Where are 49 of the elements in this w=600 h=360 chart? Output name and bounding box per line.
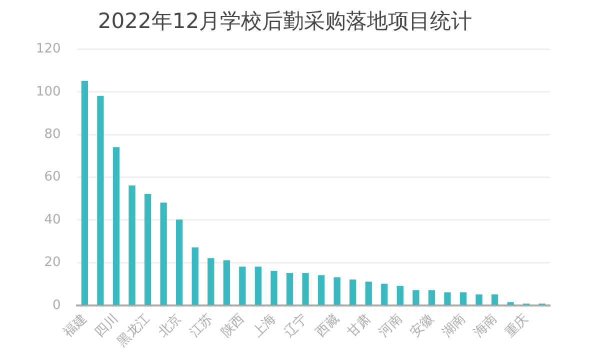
x-tick-label: 北京 — [156, 312, 185, 341]
bar — [286, 273, 294, 305]
bar — [128, 186, 136, 305]
bar — [160, 202, 167, 305]
y-tick-label: 40 — [44, 212, 61, 228]
bar — [192, 247, 198, 305]
bar — [396, 286, 404, 305]
bar — [428, 290, 436, 305]
bar — [365, 282, 372, 305]
x-tick-label: 重庆 — [502, 312, 532, 341]
chart-title: 2022年12月学校后勤采购落地项目统计 — [98, 9, 472, 34]
x-tick-label: 福建 — [60, 312, 90, 341]
x-tick-label: 河南 — [376, 312, 406, 341]
x-tick-label: 甘肃 — [344, 312, 374, 341]
x-tick-label: 湖南 — [439, 312, 468, 341]
bar — [507, 302, 514, 305]
y-tick-label: 60 — [44, 170, 61, 185]
y-tick-label: 120 — [36, 42, 61, 57]
x-tick-label: 上海 — [250, 312, 280, 341]
bar — [223, 260, 230, 305]
bar — [302, 273, 309, 305]
y-tick-label: 20 — [44, 255, 61, 270]
bar — [350, 279, 356, 305]
y-tick-label: 80 — [44, 126, 61, 142]
bar — [460, 292, 467, 305]
bar — [239, 266, 246, 305]
x-tick-label: 陕西 — [218, 312, 248, 341]
x-tick-label: 安徽 — [407, 310, 437, 341]
y-tick-label: 100 — [36, 84, 61, 100]
y-tick-label: 0 — [52, 298, 61, 313]
bar — [412, 290, 420, 305]
bar — [176, 220, 183, 305]
bar — [334, 277, 340, 305]
bar — [97, 96, 104, 305]
bar — [254, 266, 262, 305]
bar — [112, 147, 120, 305]
bar — [444, 292, 451, 305]
bar — [144, 194, 152, 305]
bar — [270, 270, 278, 305]
bar — [81, 80, 88, 305]
bar — [476, 294, 482, 305]
x-tick-label: 西藏 — [313, 312, 342, 341]
bar — [381, 284, 388, 305]
bar — [318, 275, 325, 305]
x-tick-label: 辽宁 — [281, 310, 311, 341]
x-tick-label: 江苏 — [187, 312, 216, 341]
x-tick-label: 海南 — [471, 312, 500, 341]
bar — [491, 294, 498, 305]
bar — [208, 258, 214, 305]
